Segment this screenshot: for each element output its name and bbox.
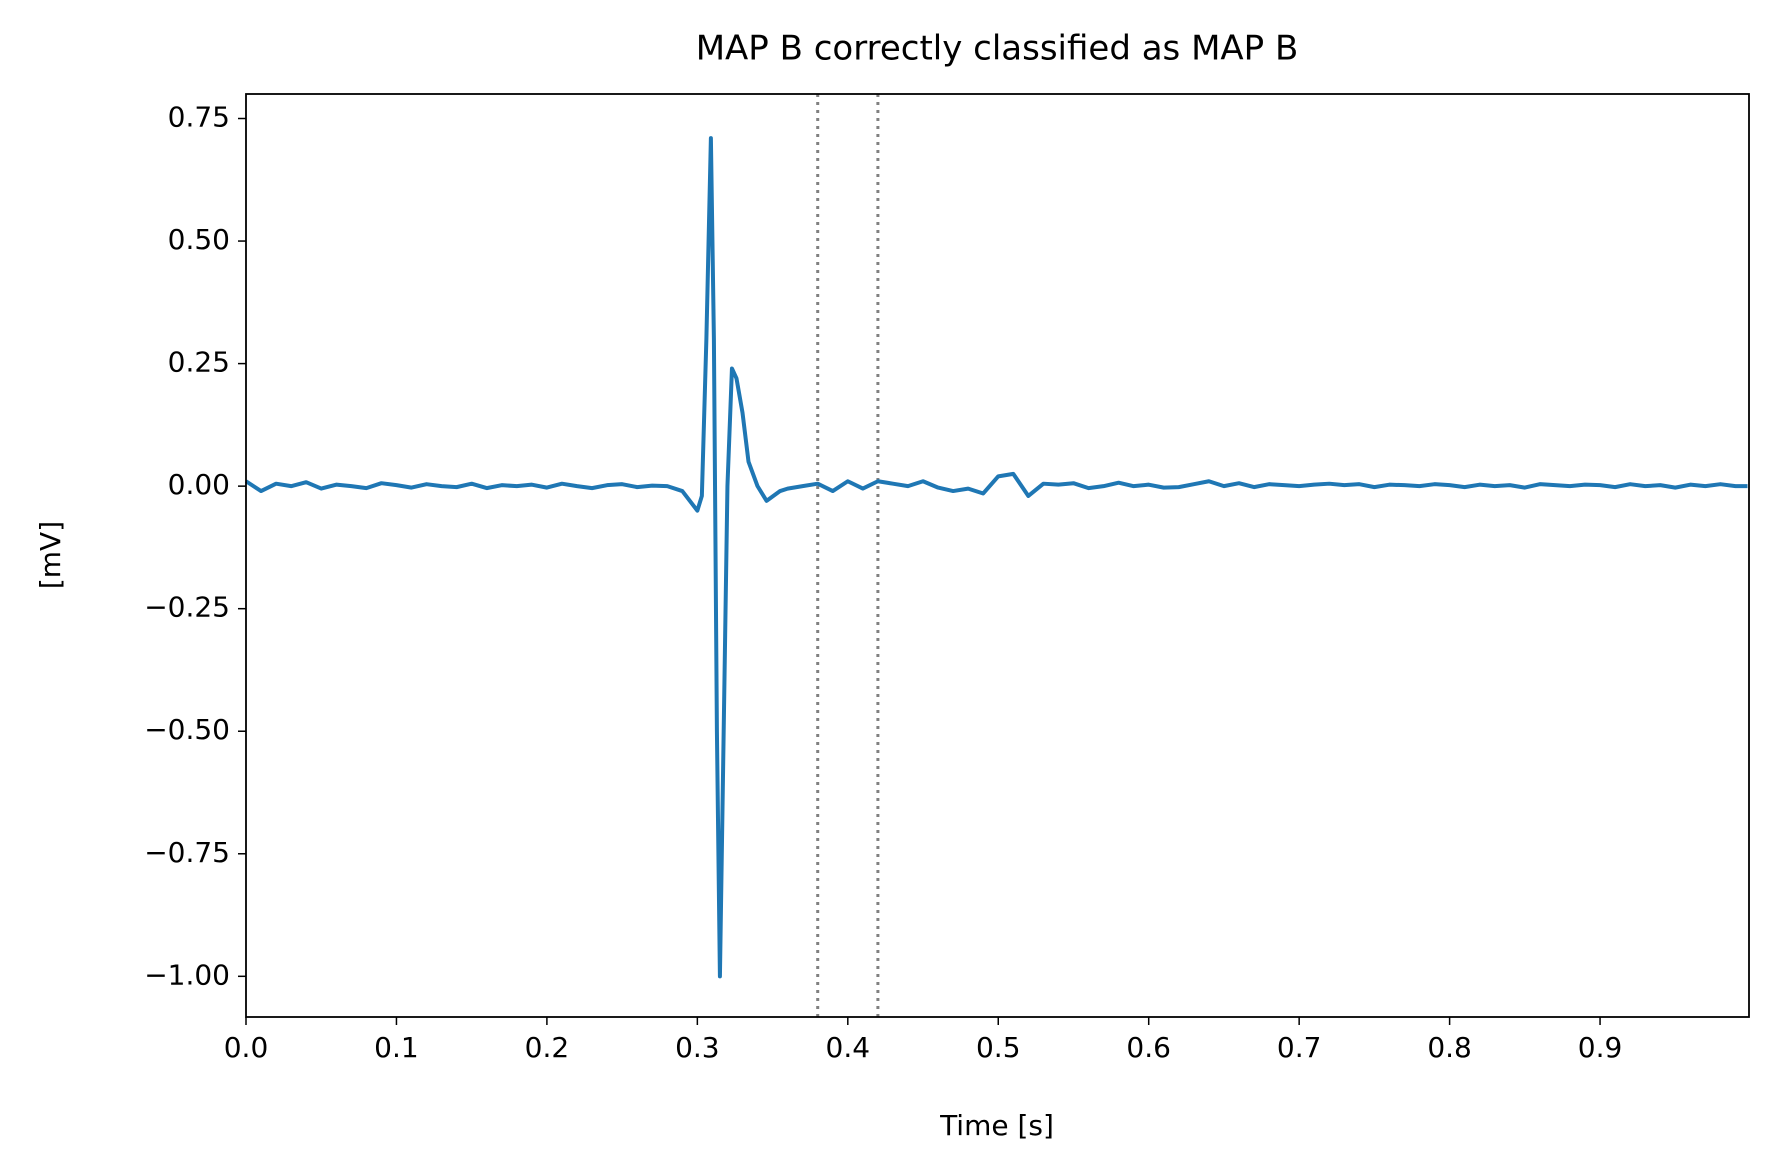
- x-tick-label: 0.5: [976, 1031, 1021, 1064]
- x-tick-label: 0.6: [1126, 1031, 1171, 1064]
- x-tick-label: 0.3: [675, 1031, 720, 1064]
- x-tick-label: 0.1: [374, 1031, 419, 1064]
- y-tick-label: −0.50: [144, 713, 230, 746]
- y-tick-label: 0.00: [168, 468, 230, 501]
- y-tick-label: −0.75: [144, 836, 230, 869]
- x-tick-label: 0.9: [1578, 1031, 1623, 1064]
- y-axis-label: [mV]: [34, 521, 67, 589]
- y-tick-label: 0.75: [168, 101, 230, 134]
- plot-frame: [245, 93, 1750, 1018]
- x-tick-label: 0.7: [1277, 1031, 1322, 1064]
- x-tick-label: 0.8: [1427, 1031, 1472, 1064]
- y-tick-label: −1.00: [144, 958, 230, 991]
- x-tick-label: 0.4: [826, 1031, 871, 1064]
- y-tick-label: −0.25: [144, 591, 230, 624]
- x-tick-label: 0.2: [525, 1031, 570, 1064]
- x-tick-label: 0.0: [224, 1031, 269, 1064]
- x-axis-label: Time [s]: [939, 1109, 1054, 1142]
- chart-title: MAP B correctly classified as MAP B: [696, 29, 1299, 69]
- signal-line: [244, 136, 1748, 979]
- y-tick-label: 0.50: [168, 223, 230, 256]
- y-tick-label: 0.25: [168, 346, 230, 379]
